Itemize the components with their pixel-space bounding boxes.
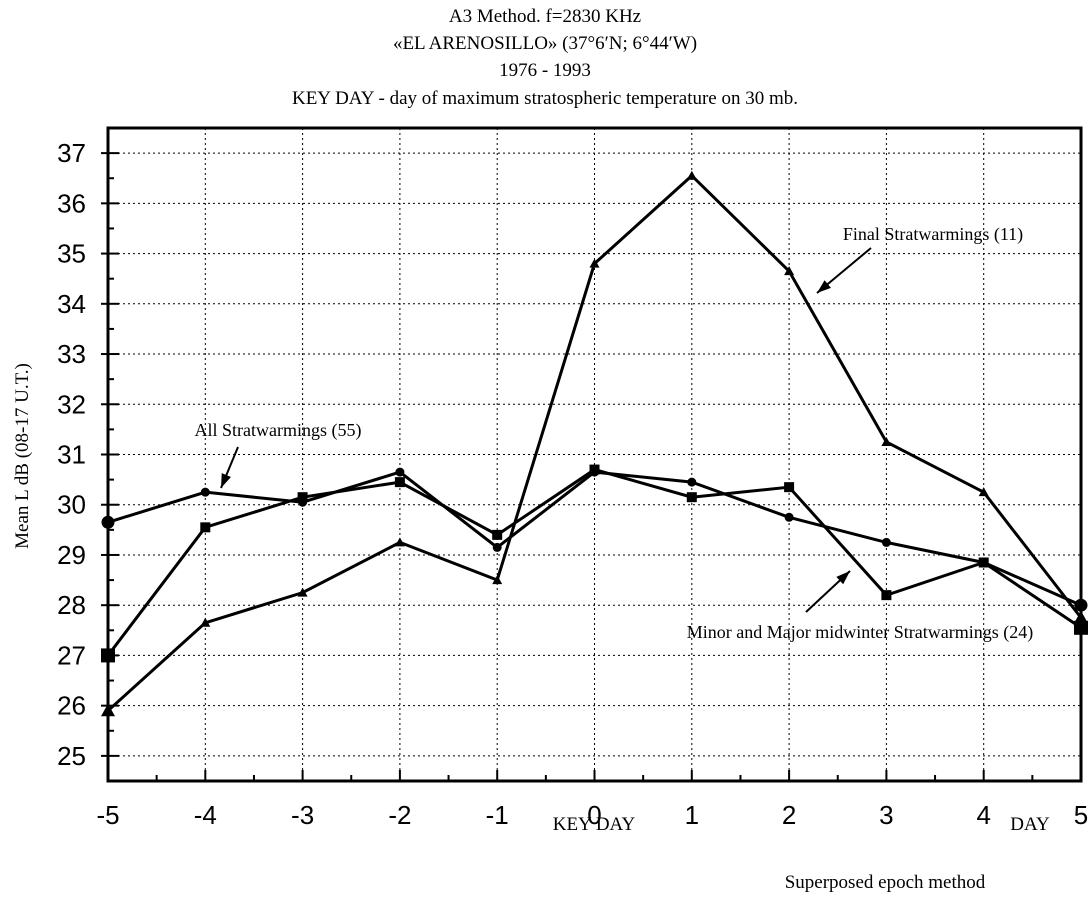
arrow-all-stratwarmings: [221, 447, 238, 488]
data-point-triangle: [687, 171, 697, 180]
x-tick-label: 5: [1074, 800, 1088, 830]
data-point-square: [492, 530, 502, 540]
arrow-minor-major-stratwarmings: [806, 571, 850, 612]
data-point-square: [200, 522, 210, 532]
x-tick-label: -5: [96, 800, 119, 830]
y-tick-label: 31: [57, 440, 86, 470]
x-axis-label: KEY DAY: [553, 814, 636, 835]
x-axis-label-right: DAY: [1010, 814, 1050, 835]
y-tick-label: 25: [57, 741, 86, 771]
data-point-circle: [687, 478, 696, 487]
data-point-circle: [201, 488, 210, 497]
y-tick-label: 36: [57, 188, 86, 218]
data-point-circle: [785, 513, 794, 522]
y-axis-label: Mean L dB (08-17 U.T.): [12, 363, 33, 549]
data-point-square: [979, 557, 989, 567]
x-tick-label: 1: [685, 800, 699, 830]
y-tick-label: 27: [57, 640, 86, 670]
x-tick-label: -2: [388, 800, 411, 830]
chart-caption: Superposed epoch method: [785, 872, 986, 893]
y-tick-label: 26: [57, 691, 86, 721]
x-tick-label: -3: [291, 800, 314, 830]
x-tick-label: 2: [782, 800, 796, 830]
annotation-all-stratwarmings: All Stratwarmings (55): [195, 420, 362, 441]
data-point-triangle: [395, 537, 405, 546]
data-point-circle: [395, 468, 404, 477]
y-tick-label: 32: [57, 389, 86, 419]
data-point-square: [298, 492, 308, 502]
annotation-final-stratwarmings: Final Stratwarmings (11): [843, 224, 1023, 245]
y-tick-label: 29: [57, 540, 86, 570]
data-point-square: [784, 482, 794, 492]
y-tick-label: 33: [57, 339, 86, 369]
annotation-minor-major-stratwarmings: Minor and Major midwinter Stratwarmings …: [687, 622, 1033, 643]
arrow-head: [221, 473, 231, 488]
y-tick-label: 37: [57, 138, 86, 168]
data-point-square: [590, 465, 600, 475]
data-point-square: [395, 477, 405, 487]
y-tick-label: 35: [57, 239, 86, 269]
y-tick-label: 34: [57, 289, 86, 319]
y-tick-label: 28: [57, 590, 86, 620]
data-point-circle: [493, 543, 502, 552]
x-tick-label: 3: [879, 800, 893, 830]
data-point-circle: [882, 538, 891, 547]
x-tick-label: 4: [976, 800, 990, 830]
data-point-square: [687, 492, 697, 502]
data-point-square: [881, 590, 891, 600]
arrow-final-stratwarmings: [817, 248, 871, 293]
y-tick-label: 30: [57, 490, 86, 520]
x-tick-label: -4: [194, 800, 217, 830]
x-tick-label: -1: [486, 800, 509, 830]
